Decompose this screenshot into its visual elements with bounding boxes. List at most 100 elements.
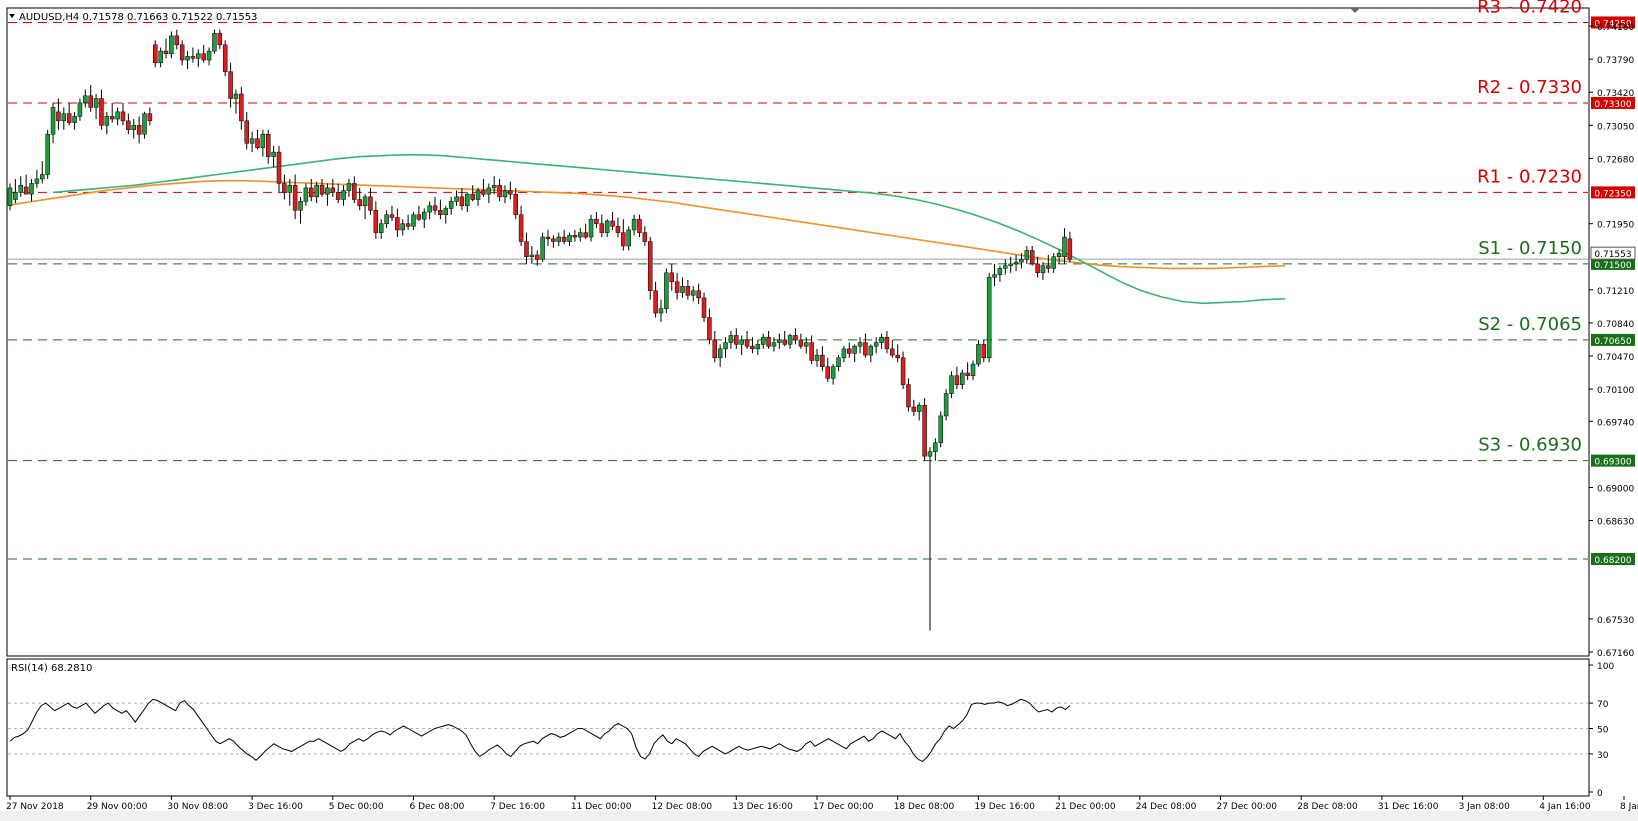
svg-text:0.70650: 0.70650 xyxy=(1594,337,1631,347)
candle xyxy=(136,116,142,144)
candle xyxy=(658,299,664,323)
time-tick-label: 12 Dec 08:00 xyxy=(652,802,713,812)
time-tick-label: 24 Dec 08:00 xyxy=(1136,802,1197,812)
price-tick-label: 0.73420 xyxy=(1597,89,1634,99)
candle xyxy=(1062,228,1067,264)
candle xyxy=(109,102,115,123)
candle xyxy=(61,107,67,130)
candle xyxy=(448,196,454,215)
level-label-r3: R3 - 0.7420 xyxy=(1477,0,1582,17)
rsi-tick-label: 100 xyxy=(1597,662,1614,672)
price-panel[interactable]: R3 - 0.7420 R2 - 0.7330 R1 - 0.7230 S1 - 0.… xyxy=(7,0,1588,631)
candle xyxy=(115,107,120,126)
candle xyxy=(126,113,131,135)
candle xyxy=(158,47,163,68)
price-axis[interactable]: 0.74250 0.73300 0.72350 0.71500 0.70650 0.693… xyxy=(1589,16,1636,659)
level-price-box-r2: 0.73300 xyxy=(1591,96,1635,110)
price-tick-label: 0.69000 xyxy=(1597,484,1634,494)
shift-marker-icon[interactable] xyxy=(1350,8,1360,13)
candle xyxy=(486,183,492,204)
candle xyxy=(368,187,373,215)
candle xyxy=(986,272,992,363)
candle xyxy=(518,205,524,247)
candle xyxy=(540,232,545,263)
price-tick-label: 0.74160 xyxy=(1597,23,1634,33)
time-tick-label: 13 Dec 16:00 xyxy=(732,802,793,812)
candle xyxy=(529,246,535,264)
sr-levels xyxy=(8,21,1588,560)
candle xyxy=(206,47,212,66)
level-price-box-s2: 0.70650 xyxy=(1591,333,1635,347)
candle xyxy=(680,277,685,298)
dropdown-triangle-icon[interactable] xyxy=(9,14,15,18)
candle xyxy=(981,339,987,363)
candle xyxy=(217,29,223,50)
candle xyxy=(470,185,475,202)
time-tick-label: 29 Nov 00:00 xyxy=(87,802,148,812)
candle xyxy=(465,192,470,213)
time-tick-label: 18 Dec 08:00 xyxy=(894,802,955,812)
candle xyxy=(341,185,346,206)
candle xyxy=(309,178,314,202)
candle xyxy=(847,342,852,358)
candle xyxy=(1019,253,1024,269)
candle xyxy=(911,399,917,416)
time-tick-label: 7 Dec 16:00 xyxy=(490,802,545,812)
rsi-panel-border xyxy=(6,658,1590,797)
candle xyxy=(922,398,927,461)
candle xyxy=(884,330,890,354)
candle xyxy=(443,205,449,224)
candle xyxy=(664,268,669,314)
candle xyxy=(647,237,653,300)
candle xyxy=(906,378,911,412)
candle xyxy=(766,330,771,349)
candle xyxy=(712,330,718,363)
level-label-s1: S1 - 0.7150 xyxy=(1478,238,1582,259)
candle xyxy=(1008,256,1013,273)
level-label-r1: R1 - 0.7230 xyxy=(1477,166,1582,187)
candle xyxy=(228,62,233,108)
svg-text:0.71553: 0.71553 xyxy=(1594,250,1631,260)
candle xyxy=(147,107,153,126)
candle xyxy=(72,111,77,130)
time-tick-label: 27 Nov 2018 xyxy=(6,802,64,812)
candle xyxy=(190,47,196,63)
candle xyxy=(949,371,954,399)
candle xyxy=(405,214,411,230)
candle xyxy=(411,212,416,230)
candle xyxy=(707,308,712,345)
candle xyxy=(292,174,298,220)
time-tick-label: 11 Dec 00:00 xyxy=(571,802,632,812)
candle xyxy=(777,333,782,349)
candle xyxy=(222,40,228,77)
candle xyxy=(303,183,309,206)
candle xyxy=(99,89,104,130)
candle xyxy=(244,111,249,150)
candle xyxy=(900,351,906,390)
candle xyxy=(787,333,793,349)
candle xyxy=(669,263,674,291)
candle xyxy=(185,51,190,69)
candle xyxy=(169,31,174,59)
candle xyxy=(56,98,61,130)
candle xyxy=(782,330,787,347)
rsi-panel[interactable]: 100 70 50 30 0 xyxy=(8,662,1614,799)
candle xyxy=(212,29,217,54)
candle xyxy=(77,98,83,121)
candle xyxy=(696,283,701,305)
candle xyxy=(1040,262,1046,281)
candle xyxy=(621,219,626,251)
candle xyxy=(282,174,287,200)
candle xyxy=(604,219,610,238)
candle xyxy=(873,337,879,354)
price-tick-label: 0.69740 xyxy=(1597,418,1634,428)
candle xyxy=(734,328,739,349)
level-price-box-s4: 0.68200 xyxy=(1591,553,1635,566)
candle xyxy=(814,348,820,367)
time-tick-label: 8 Jan 00:00 xyxy=(1620,802,1638,812)
candle xyxy=(691,286,696,302)
candle xyxy=(352,176,357,204)
level-price-box-s1: 0.71500 xyxy=(1591,257,1635,271)
price-tick-label: 0.72680 xyxy=(1597,155,1634,165)
